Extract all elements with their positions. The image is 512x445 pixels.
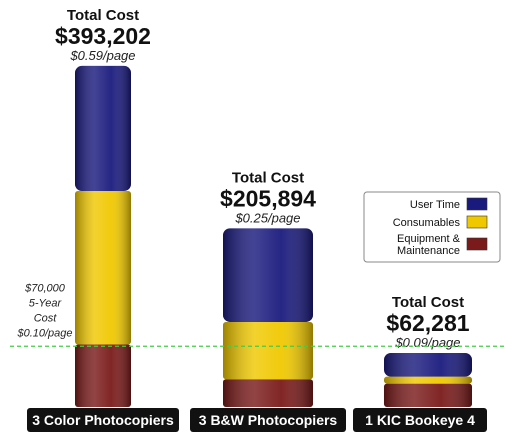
legend-item: Equipment &Maintenance bbox=[397, 233, 488, 257]
category-label: 3 Color Photocopiers bbox=[27, 408, 179, 432]
total-cost-heading: Total Cost bbox=[392, 294, 464, 311]
legend-box bbox=[363, 191, 501, 263]
legend-item: User Time bbox=[410, 197, 488, 211]
total-cost-amount: $205,894 bbox=[220, 185, 316, 211]
reference-annotation-line: Cost bbox=[34, 312, 58, 324]
bar-segment-2-1 bbox=[223, 379, 313, 407]
bar-segment-shade bbox=[384, 383, 472, 407]
bars-layer bbox=[75, 65, 472, 407]
per-page-cost: $0.59/page bbox=[69, 48, 135, 63]
total-cost-heading: Total Cost bbox=[67, 7, 139, 24]
reference-annotation-line: $70,000 bbox=[24, 282, 66, 294]
bar-segment-shade bbox=[75, 344, 131, 407]
bar-segment-1-2 bbox=[75, 190, 131, 345]
bar-segment-3-1 bbox=[384, 383, 472, 407]
category-label-bg bbox=[190, 408, 346, 432]
category-label: 3 B&W Photocopiers bbox=[190, 408, 346, 432]
bar-segment-shade bbox=[223, 228, 313, 322]
reference-annotation-line: $0.10/page bbox=[16, 327, 72, 339]
total-cost-heading: Total Cost bbox=[232, 169, 304, 186]
bar-segment-shade bbox=[75, 65, 131, 191]
total-cost-amount: $62,281 bbox=[386, 310, 469, 336]
legend-label: Equipment & bbox=[397, 233, 461, 245]
bar-segment-2-2 bbox=[223, 321, 313, 380]
bar-segment-1-3 bbox=[75, 65, 131, 191]
bar-segment-shade bbox=[223, 379, 313, 407]
bar-segment-2-3 bbox=[223, 228, 313, 322]
category-label-bg bbox=[27, 408, 179, 432]
category-label-text: 3 B&W Photocopiers bbox=[199, 412, 338, 428]
bar-segment-3-3 bbox=[384, 352, 472, 377]
legend-swatch bbox=[466, 197, 488, 211]
per-page-cost: $0.09/page bbox=[394, 335, 460, 350]
legend-item: Consumables bbox=[393, 215, 488, 229]
legend-swatch bbox=[466, 237, 488, 251]
legend-label: Maintenance bbox=[397, 245, 460, 257]
legend-label: User Time bbox=[410, 199, 460, 211]
reference-annotation-line: 5-Year bbox=[29, 297, 63, 309]
total-cost-amount: $393,202 bbox=[55, 23, 151, 49]
legend: User Time Consumables Equipment &Maintenan… bbox=[363, 191, 501, 263]
bar-segment-3-2 bbox=[384, 376, 472, 384]
category-label-text: 1 KIC Bookeye 4 bbox=[365, 412, 475, 428]
bar-segment-1-1 bbox=[75, 344, 131, 407]
bar-segment-shade bbox=[384, 376, 472, 384]
per-page-cost: $0.25/page bbox=[234, 210, 300, 225]
bar-segment-shade bbox=[223, 321, 313, 380]
category-label: 1 KIC Bookeye 4 bbox=[353, 408, 487, 432]
legend-swatch bbox=[466, 215, 488, 229]
category-label-text: 3 Color Photocopiers bbox=[32, 412, 174, 428]
category-label-bg bbox=[353, 408, 487, 432]
bar-segment-shade bbox=[75, 190, 131, 345]
bar-segment-shade bbox=[384, 352, 472, 377]
legend-label: Consumables bbox=[393, 217, 461, 229]
